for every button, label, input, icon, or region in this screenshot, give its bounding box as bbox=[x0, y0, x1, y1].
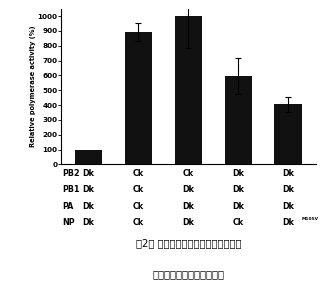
Text: Ck: Ck bbox=[133, 202, 144, 211]
Text: とポリメラーゼ活性の違い: とポリメラーゼ活性の違い bbox=[152, 269, 224, 279]
Text: Dk: Dk bbox=[282, 169, 294, 178]
Text: Dk: Dk bbox=[83, 218, 95, 227]
Bar bbox=[175, 16, 202, 164]
Text: Dk: Dk bbox=[182, 202, 194, 211]
Text: Dk: Dk bbox=[232, 185, 244, 194]
Y-axis label: Relative polymerase activity (%): Relative polymerase activity (%) bbox=[30, 26, 36, 147]
Text: Ck: Ck bbox=[133, 169, 144, 178]
Text: Dk: Dk bbox=[83, 185, 95, 194]
Text: Ck: Ck bbox=[133, 218, 144, 227]
Bar bbox=[75, 150, 102, 164]
Bar bbox=[125, 32, 152, 164]
Text: Dk: Dk bbox=[182, 218, 194, 227]
Text: Dk: Dk bbox=[232, 169, 244, 178]
Text: Dk: Dk bbox=[282, 185, 294, 194]
Text: Dk: Dk bbox=[182, 185, 194, 194]
Bar bbox=[224, 76, 252, 164]
Bar bbox=[274, 104, 302, 164]
Text: Ck: Ck bbox=[232, 218, 244, 227]
Text: PB1: PB1 bbox=[62, 185, 80, 194]
Text: Ck: Ck bbox=[133, 185, 144, 194]
Text: NP: NP bbox=[62, 218, 75, 227]
Text: 図2． ポリメラーゼ系遗伝子の組合せ: 図2． ポリメラーゼ系遗伝子の組合せ bbox=[136, 238, 241, 249]
Text: Dk: Dk bbox=[232, 202, 244, 211]
Text: Dk: Dk bbox=[282, 218, 294, 227]
Text: M105V: M105V bbox=[302, 217, 319, 221]
Text: Ck: Ck bbox=[183, 169, 194, 178]
Text: PB2: PB2 bbox=[62, 169, 80, 178]
Text: Dk: Dk bbox=[282, 202, 294, 211]
Text: PA: PA bbox=[62, 202, 73, 211]
Text: Dk: Dk bbox=[83, 202, 95, 211]
Text: Dk: Dk bbox=[83, 169, 95, 178]
